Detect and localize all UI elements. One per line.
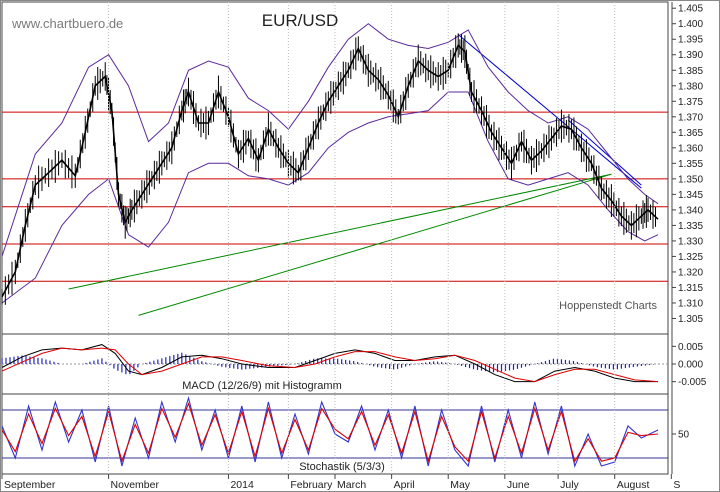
x-tick-label: April: [394, 479, 415, 491]
y-tick-label: 1.350: [678, 174, 703, 185]
y-tick-label: 1.325: [678, 252, 703, 263]
trend-line: [457, 34, 642, 189]
x-tick-label: May: [450, 479, 471, 491]
watermark: www.chartbuero.de: [11, 16, 123, 31]
y-tick-label: 1.355: [678, 159, 703, 170]
y-tick-label: 1.330: [678, 236, 703, 247]
bollinger-band-line: [1, 91, 659, 304]
y-tick-label: 50: [678, 430, 690, 441]
x-tick-label: S: [673, 479, 680, 491]
y-tick-label: 1.370: [678, 112, 703, 123]
x-tick-label: August: [617, 479, 650, 491]
y-tick-label: -0.005: [678, 377, 707, 388]
y-tick-label: 1.340: [678, 205, 703, 216]
y-tick-label: 1.395: [678, 35, 703, 46]
trend-line: [567, 119, 642, 186]
y-tick-label: 1.335: [678, 221, 703, 232]
macd-label: MACD (12/26/9) mit Histogramm: [182, 380, 342, 392]
y-tick-label: 0.005: [678, 342, 703, 353]
y-tick-label: 1.375: [678, 97, 703, 108]
x-tick-label: July: [560, 479, 579, 491]
y-tick-label: 1.310: [678, 298, 703, 309]
x-tick-label: November: [111, 479, 160, 491]
trend-line: [138, 173, 612, 316]
y-tick-label: 1.320: [678, 267, 703, 278]
macd-line: [1, 347, 659, 383]
y-tick-label: 1.360: [678, 143, 703, 154]
x-tick-label: June: [507, 479, 530, 491]
y-tick-label: 1.400: [678, 19, 703, 30]
y-tick-label: 1.390: [678, 50, 703, 61]
x-tick-label: September: [4, 479, 56, 491]
credit-label: Hoppenstedt Charts: [559, 300, 657, 312]
x-tick-label: 2014: [230, 479, 254, 491]
chart-title: EUR/USD: [262, 11, 339, 30]
stochastic-line: [1, 401, 659, 464]
y-tick-label: 1.380: [678, 81, 703, 92]
x-axis: September November 2014 February March April M…: [1, 2, 680, 491]
y-tick-label: 1.365: [678, 128, 703, 139]
y-tick-label: 0.000: [678, 360, 703, 371]
x-tick-label: February: [290, 479, 333, 491]
y-tick-label: 1.305: [678, 314, 703, 325]
stochastic-label: Stochastik (5/3/3): [299, 461, 385, 473]
y-tick-label: 1.385: [678, 66, 703, 77]
y-tick-label: 1.405: [678, 4, 703, 15]
x-tick-label: March: [337, 479, 366, 491]
y-tick-label: 1.345: [678, 190, 703, 201]
y-tick-label: 1.315: [678, 283, 703, 294]
trend-line: [68, 173, 612, 290]
